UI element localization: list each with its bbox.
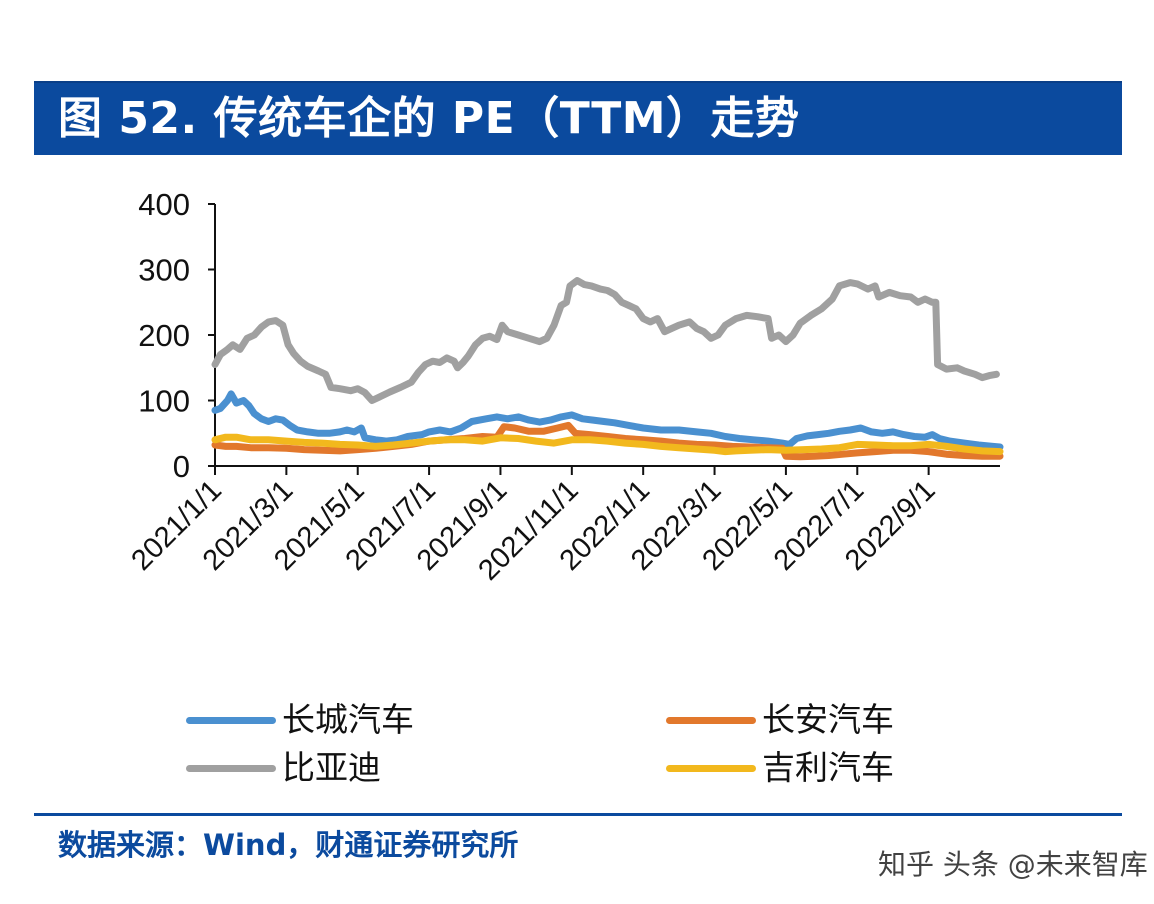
legend-item-geely: 吉利汽车 [666,748,894,788]
legend-label-byd: 比亚迪 [282,748,381,787]
series-line-2 [211,277,1000,404]
footer-divider [34,813,1122,816]
figure-title-bar: 图 52. 传统车企的 PE（TTM）走势 [34,81,1122,155]
data-source-note: 数据来源：Wind，财通证券研究所 [58,828,519,862]
y-tick-label: 0 [173,449,190,484]
legend-label-changan: 长安汽车 [762,700,894,739]
legend-swatch-changan [666,716,756,724]
figure-title: 图 52. 传统车企的 PE（TTM）走势 [58,93,800,144]
watermark: 知乎 头条 @未来智库 [878,848,1148,881]
legend-item-changan: 长安汽车 [666,700,894,740]
y-tick-label: 100 [138,384,190,419]
series-line-1 [211,421,1004,461]
series-line-3 [211,433,1004,456]
legend-swatch-great-wall [186,716,276,724]
legend-item-great-wall: 长城汽车 [186,700,414,740]
y-tick-label: 200 [138,318,190,353]
y-tick-label: 400 [138,187,190,222]
x-axis: 2021/1/12021/3/12021/5/12021/7/12021/9/1… [125,465,1000,587]
y-axis: 0 100 200 300 400 [138,187,216,484]
legend-swatch-byd [186,764,276,772]
legend-swatch-geely [666,764,756,772]
series-layer [211,277,1004,461]
legend-item-byd: 比亚迪 [186,748,381,788]
legend-label-geely: 吉利汽车 [762,748,894,787]
series-line-0 [211,390,1004,451]
legend-label-great-wall: 长城汽车 [282,700,414,739]
pe-line-chart: 0 100 200 300 400 2021/1/12021/3/12021/5/120… [125,187,1004,587]
y-tick-label: 300 [138,253,190,288]
